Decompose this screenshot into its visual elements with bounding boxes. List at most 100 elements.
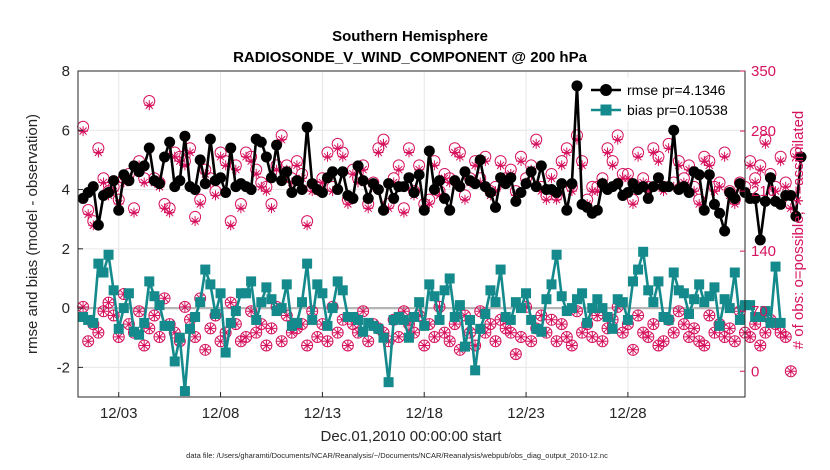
obs-possible-point — [759, 326, 772, 339]
obs-assimilated-point — [592, 310, 603, 321]
bias-point — [200, 264, 211, 275]
obs-possible-point — [107, 309, 120, 322]
obs-assimilated-point — [205, 323, 216, 334]
obs-assimilated-point — [755, 164, 766, 175]
obs-assimilated-point — [561, 331, 572, 342]
obs-assimilated-point — [439, 327, 450, 338]
bias-point — [526, 314, 537, 325]
bias-point — [709, 282, 720, 293]
obs-possible-point — [143, 322, 156, 335]
obs-assimilated-point — [429, 160, 440, 171]
bias-point — [704, 291, 715, 302]
rmse-point — [413, 169, 425, 181]
bias-point — [154, 300, 165, 311]
obs-assimilated-point — [602, 323, 613, 334]
obs-possible-point — [418, 339, 431, 352]
obs-assimilated-point — [317, 177, 328, 188]
obs-assimilated-point — [373, 147, 384, 158]
y-tick-label-right: 0 — [751, 363, 759, 380]
obs-assimilated-point — [98, 177, 109, 188]
obs-assimilated-point — [93, 147, 104, 158]
rmse-point — [113, 204, 125, 216]
legend-bias-label: bias pr=0.10538 — [627, 102, 728, 118]
bias-point — [500, 311, 511, 322]
obs-possible-point — [199, 343, 212, 356]
bias-point — [378, 332, 389, 343]
rmse-point — [194, 154, 206, 166]
rmse-point — [301, 121, 313, 133]
obs-assimilated-point — [500, 323, 511, 334]
bias-point — [144, 276, 155, 287]
bias-point — [561, 306, 572, 317]
bias-point — [159, 320, 170, 331]
obs-assimilated-point — [622, 173, 633, 184]
rmse-point — [418, 204, 430, 216]
bias-point — [775, 317, 786, 328]
rmse-point — [276, 175, 288, 187]
rmse-point — [622, 187, 634, 199]
bias-point — [388, 314, 399, 325]
obs-assimilated-point — [449, 319, 460, 330]
obs-assimilated-point — [729, 336, 740, 347]
obs-assimilated-point — [154, 331, 165, 342]
obs-assimilated-point — [358, 164, 369, 175]
bias-point — [246, 276, 257, 287]
obs-assimilated-point — [129, 207, 139, 218]
rmse-point — [591, 204, 603, 216]
obs-assimilated-point — [551, 194, 562, 205]
obs-possible-point — [301, 339, 314, 352]
rmse-point — [790, 210, 802, 222]
bias-point — [617, 297, 628, 308]
bias-point — [760, 306, 771, 317]
obs-possible-point — [586, 330, 599, 343]
obs-assimilated-point — [551, 336, 562, 347]
bias-point — [419, 320, 430, 331]
obs-assimilated-point — [337, 151, 348, 162]
rmse-point — [775, 198, 787, 210]
rmse-point — [459, 166, 471, 178]
y-tick-label-left: 2 — [62, 241, 70, 258]
obs-assimilated-point — [694, 199, 705, 209]
obs-possible-point — [178, 300, 191, 313]
rmse-point — [204, 133, 216, 145]
obs-assimilated-point — [434, 301, 445, 312]
obs-assimilated-point — [297, 319, 307, 330]
rmse-point — [729, 192, 741, 204]
obs-assimilated-point — [256, 319, 267, 330]
obs-possible-point — [224, 296, 237, 309]
obs-assimilated-point — [607, 160, 618, 171]
obs-possible-point — [341, 339, 354, 352]
obs-assimilated-point — [108, 310, 119, 321]
obs-assimilated-point — [144, 323, 155, 334]
obs-possible-point — [204, 322, 217, 335]
obs-assimilated-point — [419, 340, 430, 351]
obs-assimilated-point — [332, 327, 343, 338]
obs-assimilated-point — [195, 199, 206, 209]
obs-assimilated-point — [699, 156, 710, 167]
bias-point — [729, 267, 740, 278]
obs-possible-point — [245, 305, 258, 318]
obs-assimilated-point — [93, 327, 104, 338]
rmse-point — [525, 166, 537, 178]
obs-assimilated-point — [475, 306, 486, 317]
obs-assimilated-point — [424, 319, 435, 330]
obs-assimilated-point — [643, 186, 654, 197]
rmse-point — [143, 142, 155, 154]
obs-assimilated-point — [185, 314, 195, 325]
obs-assimilated-point — [123, 319, 134, 330]
bias-point — [337, 285, 348, 296]
y-tick-label-right: 210 — [751, 183, 776, 200]
rmse-point — [352, 160, 364, 172]
obs-assimilated-point — [378, 138, 389, 149]
bias-point — [734, 314, 745, 325]
obs-possible-point — [525, 335, 538, 348]
bias-point — [521, 288, 532, 299]
obs-assimilated-point — [169, 151, 180, 162]
bias-point — [322, 320, 333, 331]
bias-point — [724, 303, 735, 314]
bias-point — [663, 314, 674, 325]
bias-point — [83, 314, 94, 325]
bias-point — [745, 300, 756, 311]
bias-point — [577, 288, 588, 299]
